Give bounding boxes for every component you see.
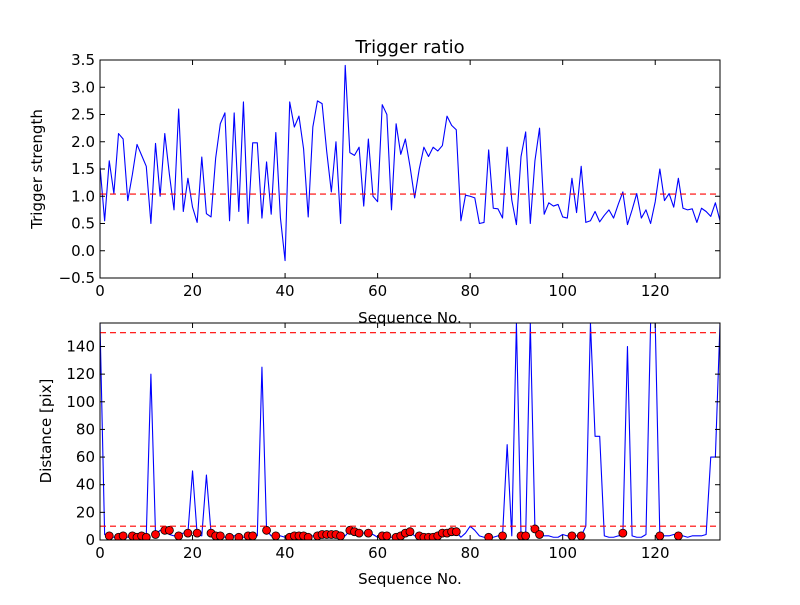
trigger-ratio-ytick-label: 3.0 [71,78,95,96]
distance-marker-point [104,531,114,540]
distance-ytick-label: 60 [76,448,95,466]
distance-ytick-label: 100 [66,393,95,411]
distance-xtick-label: 60 [368,544,387,562]
trigger-ratio-xtick-label: 100 [548,282,577,300]
trigger-ratio-xlabel: Sequence No. [358,309,462,327]
distance-marker-point [271,531,281,540]
distance-marker-point [164,525,174,535]
distance-marker-point [498,531,507,540]
distance-ytick-label: 120 [66,365,95,383]
distance-marker-point [151,530,160,539]
trigger-ratio-series-line [100,64,720,262]
distance-xtick-label: 100 [548,544,577,562]
distance-marker-point [655,531,665,540]
trigger-ratio-ticks: 0 20 40 60 80 100 120 −0.5 0.0 0.5 1.0 1.5 2.0 2.5 3.0… [59,51,720,300]
trigger-ratio-ytick-label: 3.5 [71,51,95,69]
distance-marker-point [192,528,202,538]
distance-marker-point [484,532,494,540]
distance-marker-point [521,531,531,540]
trigger-ratio-ytick-label: 1.0 [71,187,95,205]
distance-ytick-label: 140 [66,337,95,355]
distance-marker-point [141,532,151,540]
distance-marker-point [618,528,628,538]
distance-ytick-label: 20 [76,503,95,521]
trigger-ratio-ytick-label: −0.5 [59,269,95,287]
distance-marker-point [234,532,244,540]
distance-marker-point [354,528,364,538]
trigger-ratio-plot-area [100,64,720,262]
distance-ytick-label: 0 [85,531,95,549]
distance-ylabel: Distance [pix] [37,379,55,484]
distance-marker-point [248,531,258,540]
trigger-ratio-xtick-label: 80 [461,282,480,300]
distance-xlabel: Sequence No. [358,570,462,588]
distance-ytick-label: 80 [76,420,95,438]
trigger-ratio-chart: 0 20 40 60 80 100 120 −0.5 0.0 0.5 1.0 1.5 2.0 2.5 3.0… [28,37,721,327]
distance-marker-point [535,530,544,539]
distance-xtick-label: 40 [276,544,295,562]
distance-marker-point [303,532,313,540]
trigger-ratio-xtick-label: 60 [368,282,387,300]
trigger-ratio-xtick-label: 120 [641,282,670,300]
distance-marker-point [405,527,415,537]
distance-marker-point [451,527,461,537]
trigger-ratio-ytick-label: 0.5 [71,215,95,233]
distance-axes-frame [99,322,721,541]
distance-marker-point [183,528,193,538]
distance-marker-point [174,531,184,540]
distance-xtick-label: 20 [183,544,202,562]
trigger-ratio-ytick-label: 0.0 [71,242,95,260]
trigger-ratio-title: Trigger ratio [354,37,464,58]
distance-ytick-label: 40 [76,476,95,494]
distance-xtick-label: 0 [95,544,105,562]
distance-marker-point [215,531,225,540]
trigger-ratio-ytick-label: 1.5 [71,160,95,178]
distance-xtick-label: 80 [461,544,480,562]
trigger-ratio-ylabel: Trigger strength [28,109,46,230]
trigger-ratio-xtick-label: 40 [276,282,295,300]
distance-marker-point [225,532,234,540]
distance-marker-point [118,531,128,540]
distance-marker-point [567,531,577,540]
distance-marker-point [576,531,586,540]
distance-marker-point [673,531,683,540]
trigger-ratio-xtick-label: 20 [183,282,202,300]
trigger-ratio-ytick-label: 2.5 [71,106,95,124]
distance-xtick-label: 120 [641,544,670,562]
distance-ticks: 0 20 40 60 80 100 120 0 20 40 60 80 100 120 140 [66,323,720,562]
trigger-ratio-xtick-label: 0 [95,282,105,300]
distance-marker-point [262,525,271,535]
distance-marker-point [336,531,345,540]
trigger-ratio-ytick-label: 2.0 [71,133,95,151]
distance-chart: 0 20 40 60 80 100 120 0 20 40 60 80 100 120 140 Sequen… [37,322,721,588]
distance-marker-point [382,531,392,540]
distance-marker-point [363,528,373,538]
